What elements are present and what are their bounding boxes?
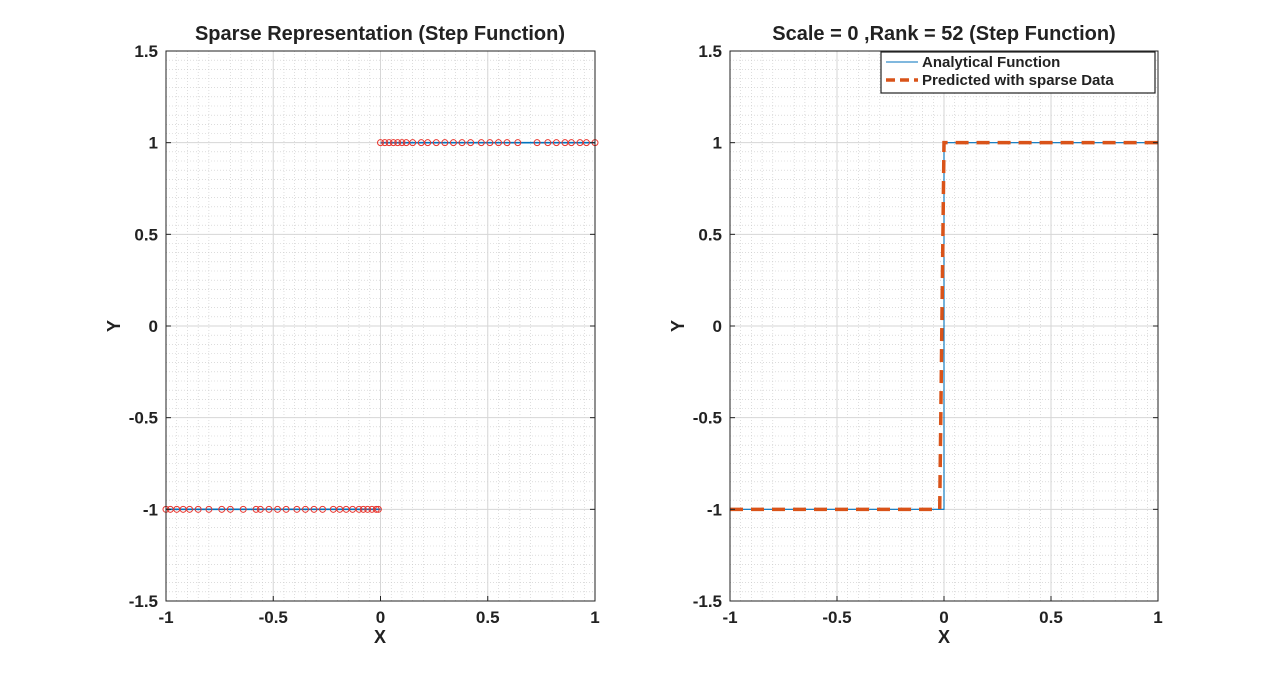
tick-labels: -1 -0.5 0 0.5 11.510.50-0.5-1-1.5 (129, 42, 600, 627)
plot-area (730, 140, 1158, 512)
data-point-marker (394, 139, 402, 147)
x-tick-label: -1 (722, 608, 737, 627)
data-point-marker (265, 505, 273, 513)
data-point-marker (424, 139, 432, 147)
data-point-marker (385, 139, 393, 147)
y-tick-label: 0.5 (698, 225, 722, 244)
chart-title: Sparse Representation (Step Function) (195, 23, 565, 45)
data-point-marker (194, 505, 202, 513)
data-point-marker (389, 139, 397, 147)
data-point-marker (282, 505, 290, 513)
data-point-marker (533, 139, 541, 147)
data-point-marker (252, 505, 260, 513)
data-point-marker (226, 505, 234, 513)
x-tick-label: 1 (1153, 608, 1162, 627)
y-tick-label: 1.5 (698, 42, 722, 61)
y-tick-label: -1 (707, 500, 722, 519)
data-point-marker (494, 139, 502, 147)
data-point-marker (409, 139, 417, 147)
x-tick-label: 0 (939, 608, 948, 627)
data-point-marker (301, 505, 309, 513)
data-point-marker (293, 505, 301, 513)
legend: Analytical Function Predicted with spars… (880, 51, 1156, 94)
y-tick-label: -1 (143, 500, 158, 519)
legend-label-predicted: Predicted with sparse Data (922, 72, 1114, 89)
data-point-marker (503, 139, 511, 147)
data-point-marker (256, 505, 264, 513)
plot-area (162, 139, 599, 513)
prediction-panel: Scale = 0 ,Rank = 52 (Step Function) -1-… (668, 23, 1163, 647)
data-point-marker (372, 505, 380, 513)
data-point-marker (364, 505, 372, 513)
y-axis-label: Y (668, 320, 688, 332)
data-point-marker (552, 139, 560, 147)
y-tick-label: -0.5 (129, 409, 158, 428)
data-point-marker (377, 139, 384, 147)
legend-label-analytical: Analytical Function (922, 54, 1060, 71)
data-point-marker (374, 505, 382, 513)
data-point-marker (218, 505, 226, 513)
tick-labels: -1 -0.5 0 0.5 11.510.50-0.5-1-1.5 (693, 42, 1163, 627)
x-tick-label: 1 (590, 608, 599, 627)
data-point-marker (477, 139, 485, 147)
data-point-marker (355, 505, 363, 513)
data-point-marker (486, 139, 494, 147)
x-axis-label: X (938, 627, 950, 647)
x-tick-label: -0.5 (822, 608, 851, 627)
data-point-marker (186, 505, 194, 513)
chart-title: Scale = 0 ,Rank = 52 (Step Function) (772, 23, 1115, 45)
y-tick-label: 0.5 (134, 225, 158, 244)
x-tick-label: 0.5 (1039, 608, 1063, 627)
data-point-marker (359, 505, 367, 513)
data-point-marker (567, 139, 575, 147)
x-tick-label: -1 (158, 608, 173, 627)
predicted-line (730, 140, 1158, 512)
y-tick-label: -1.5 (129, 592, 158, 611)
legend-box (880, 51, 1156, 94)
data-point-marker (239, 505, 247, 513)
x-tick-label: -0.5 (259, 608, 288, 627)
data-point-marker (432, 139, 440, 147)
y-tick-label: 1 (149, 134, 158, 153)
data-point-marker (544, 139, 552, 147)
data-point-marker (441, 139, 449, 147)
data-point-marker (467, 139, 475, 147)
y-tick-label: -1.5 (693, 592, 722, 611)
x-tick-label: 0.5 (476, 608, 500, 627)
data-point-marker (514, 139, 522, 147)
data-point-marker (582, 139, 590, 147)
data-point-marker (398, 139, 406, 147)
y-tick-label: 1 (713, 134, 722, 153)
y-tick-label: 0 (713, 317, 722, 336)
data-point-marker (381, 139, 389, 147)
y-tick-label: 0 (149, 317, 158, 336)
x-tick-label: 0 (376, 608, 385, 627)
data-point-marker (274, 505, 282, 513)
data-point-marker (319, 505, 327, 513)
data-point-marker (458, 139, 466, 147)
y-tick-label: -0.5 (693, 409, 722, 428)
sparse-representation-panel: Sparse Representation (Step Function) -1… (104, 23, 600, 647)
x-axis-label: X (374, 627, 386, 647)
data-point-marker (449, 139, 457, 147)
y-axis-label: Y (104, 320, 124, 332)
data-point-marker (205, 505, 213, 513)
data-point-marker (310, 505, 318, 513)
y-tick-label: 1.5 (134, 42, 158, 61)
